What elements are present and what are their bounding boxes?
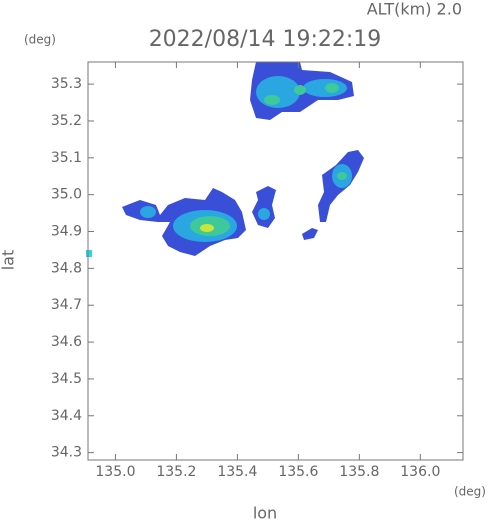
y-unit: (deg)	[24, 33, 56, 47]
plot-frame	[87, 61, 464, 461]
echo	[325, 83, 339, 93]
y-tick-label: 34.5	[51, 371, 82, 387]
y-axis-label: lat	[0, 250, 18, 271]
y-tick-label: 34.6	[51, 334, 82, 350]
x-axis-label: lon	[253, 504, 277, 521]
chart-title: 2022/08/14 19:22:19	[149, 27, 382, 52]
echo	[264, 95, 280, 105]
echo	[258, 208, 270, 220]
x-tick-label: 135.6	[278, 464, 318, 480]
y-tick-label: 34.8	[51, 260, 82, 276]
y-tick-label: 34.3	[51, 445, 82, 461]
y-tick-label: 34.9	[51, 224, 82, 240]
y-tick-label: 34.4	[51, 408, 82, 424]
echo	[140, 206, 156, 218]
echo	[86, 250, 92, 257]
x-tick-label: 135.2	[156, 464, 196, 480]
echo	[302, 228, 318, 240]
x-tick-label: 136.0	[400, 464, 440, 480]
y-tick-label: 34.7	[51, 297, 82, 313]
x-tick-label: 135.0	[95, 464, 135, 480]
y-tick-label: 35.0	[51, 187, 82, 203]
echo	[294, 85, 306, 95]
y-tick-label: 35.3	[51, 76, 82, 92]
echo	[337, 172, 347, 180]
echo	[200, 224, 214, 232]
y-tick-label: 35.1	[51, 150, 82, 166]
y-tick-label: 35.2	[51, 113, 82, 129]
x-unit: (deg)	[454, 485, 486, 499]
radar-echoes	[86, 62, 364, 257]
x-tick-label: 135.8	[339, 464, 379, 480]
x-tick-label: 135.4	[217, 464, 257, 480]
echo	[252, 186, 276, 228]
altitude-label: ALT(km) 2.0	[367, 0, 462, 19]
